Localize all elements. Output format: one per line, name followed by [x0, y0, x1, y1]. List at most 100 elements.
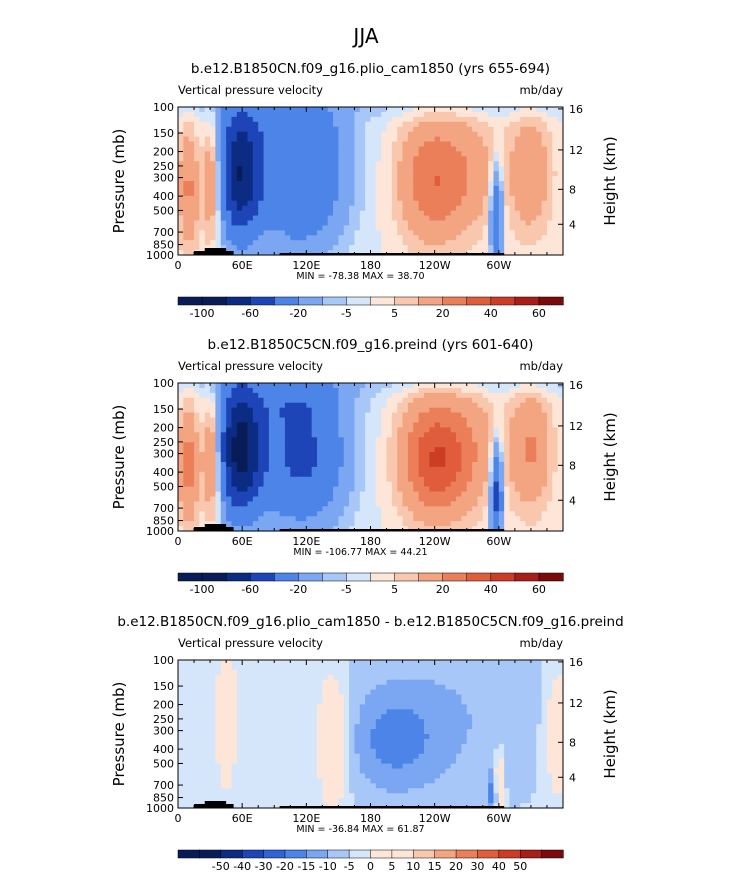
field-cell — [258, 200, 265, 207]
field-cell — [300, 245, 307, 251]
field-cell — [194, 461, 200, 468]
field-cell — [477, 447, 484, 453]
field-cell — [317, 387, 323, 394]
field-cell — [472, 526, 479, 532]
field-cell — [461, 447, 468, 453]
field-cell — [338, 131, 345, 138]
field-cell — [530, 506, 537, 512]
field-cell — [461, 501, 468, 507]
field-cell — [333, 121, 340, 128]
field-cell — [199, 511, 206, 517]
field-cell — [407, 407, 414, 414]
field-cell — [375, 215, 382, 222]
field-cell — [407, 447, 414, 453]
field-cell — [365, 383, 372, 389]
field-cell — [520, 422, 527, 428]
field-cell — [226, 151, 233, 157]
field-cell — [520, 486, 527, 493]
field-cell — [220, 768, 227, 775]
field-cell — [252, 684, 259, 691]
field-cell — [440, 230, 446, 236]
field-cell — [311, 200, 318, 207]
field-cell — [242, 452, 249, 458]
field-cell — [456, 136, 463, 143]
field-cell — [349, 185, 356, 192]
field-cell — [322, 516, 329, 522]
field-cell — [359, 136, 366, 143]
field-cell — [274, 131, 281, 138]
field-cell — [236, 407, 243, 414]
field-cell — [204, 230, 211, 236]
field-cell — [183, 664, 190, 671]
field-cell — [338, 501, 345, 507]
field-cell — [440, 156, 446, 162]
field-cell — [306, 146, 313, 152]
field-cell — [322, 116, 329, 123]
field-cell — [290, 402, 297, 409]
field-cell — [450, 407, 457, 414]
field-cell — [183, 161, 190, 167]
field-cell — [215, 185, 222, 192]
field-cell — [322, 181, 329, 187]
field-cell — [338, 235, 345, 241]
field-cell — [520, 215, 527, 222]
field-cell — [429, 245, 436, 251]
field-cell — [381, 412, 388, 419]
field-cell — [258, 383, 265, 389]
field-cell — [440, 397, 446, 404]
field-cell — [509, 481, 516, 488]
field-cell — [482, 402, 489, 409]
field-cell — [183, 171, 190, 177]
field-cell — [418, 146, 425, 152]
field-cell — [482, 151, 489, 157]
field-cell — [252, 427, 259, 433]
field-cell — [183, 230, 190, 236]
field-cell — [231, 734, 238, 740]
field-cell — [440, 210, 446, 217]
field-cell — [252, 679, 259, 686]
field-cell — [477, 126, 484, 133]
field-cell — [477, 181, 484, 187]
field-cell — [354, 245, 361, 251]
field-cell — [520, 481, 527, 488]
field-cell — [472, 506, 479, 512]
field-cell — [220, 397, 227, 404]
field-cell — [349, 171, 356, 177]
field-cell — [247, 220, 254, 226]
field-cell — [445, 225, 452, 231]
field-cell — [279, 107, 286, 113]
field-cell — [183, 131, 190, 138]
field-cell — [445, 245, 452, 251]
field-cell — [407, 412, 414, 419]
field-cell — [322, 412, 329, 419]
field-cell — [482, 235, 489, 241]
field-cell — [504, 422, 511, 428]
field-cell — [541, 190, 548, 197]
field-cell — [317, 496, 323, 502]
field-cell — [311, 501, 318, 507]
field-cell — [242, 768, 249, 775]
field-cell — [242, 235, 249, 241]
field-cell — [445, 491, 452, 498]
field-cell — [504, 200, 511, 207]
field-cell — [498, 111, 505, 118]
field-cell — [370, 491, 377, 498]
field-cell — [466, 141, 473, 148]
field-cell — [194, 689, 200, 696]
field-cell — [423, 412, 430, 419]
field-cell — [359, 383, 366, 389]
field-cell — [423, 471, 430, 478]
field-cell — [252, 452, 259, 458]
field-cell — [423, 240, 430, 246]
field-cell — [258, 402, 265, 409]
field-cell — [306, 171, 313, 177]
panel-2: b.e12.B1850C5CN.f09_g16.preind (yrs 601-… — [110, 337, 619, 596]
field-cell — [450, 501, 457, 507]
field-cell — [450, 245, 457, 251]
field-cell — [258, 407, 265, 414]
field-cell — [552, 427, 559, 433]
field-cell — [461, 417, 468, 424]
field-cell — [407, 161, 414, 167]
field-cell — [466, 521, 473, 527]
field-cell — [536, 506, 543, 512]
